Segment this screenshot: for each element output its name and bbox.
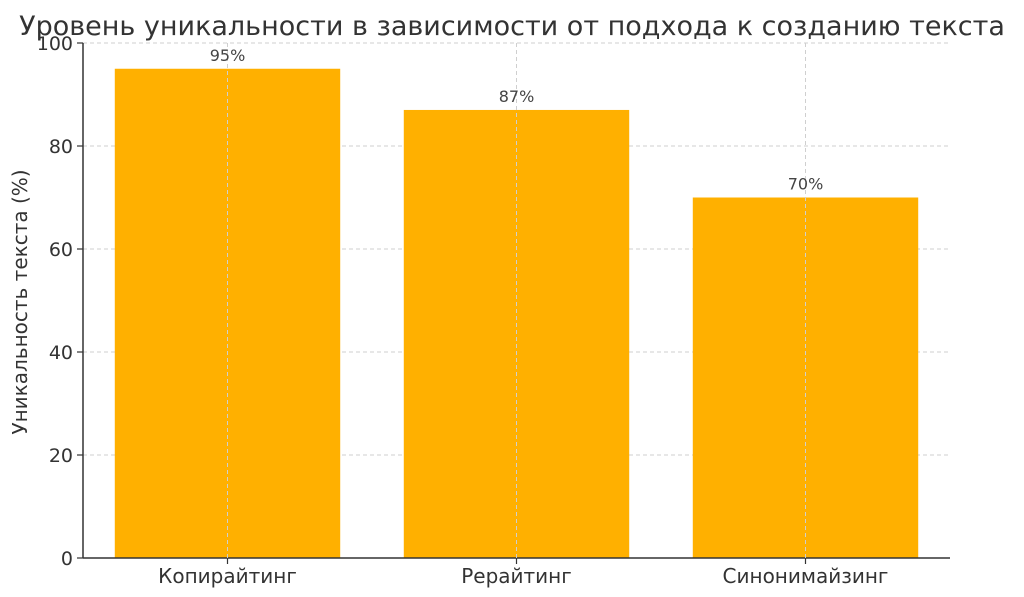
y-axis-label: Уникальность текста (%)	[8, 169, 32, 434]
y-tick-label-100: 100	[37, 33, 73, 55]
bar-3	[692, 197, 919, 558]
x-tick-label-2: Рерайтинг	[461, 564, 572, 588]
chart-title: Уровень уникальности в зависимости от по…	[19, 11, 1005, 42]
data-label-1: 95%	[210, 46, 246, 65]
y-tick-label-0: 0	[61, 548, 73, 570]
x-tick-label-1: Копирайтинг	[158, 564, 297, 588]
y-tick-label-40: 40	[49, 342, 73, 364]
x-tick-label-3: Синонимайзинг	[723, 564, 889, 588]
y-tick-label-80: 80	[49, 136, 73, 158]
data-label-3: 70%	[788, 175, 824, 194]
data-label-2: 87%	[499, 87, 535, 106]
labels: 95% 87% 70%	[210, 43, 824, 558]
y-tick-label-20: 20	[49, 445, 73, 467]
y-tick-label-60: 60	[49, 239, 73, 261]
